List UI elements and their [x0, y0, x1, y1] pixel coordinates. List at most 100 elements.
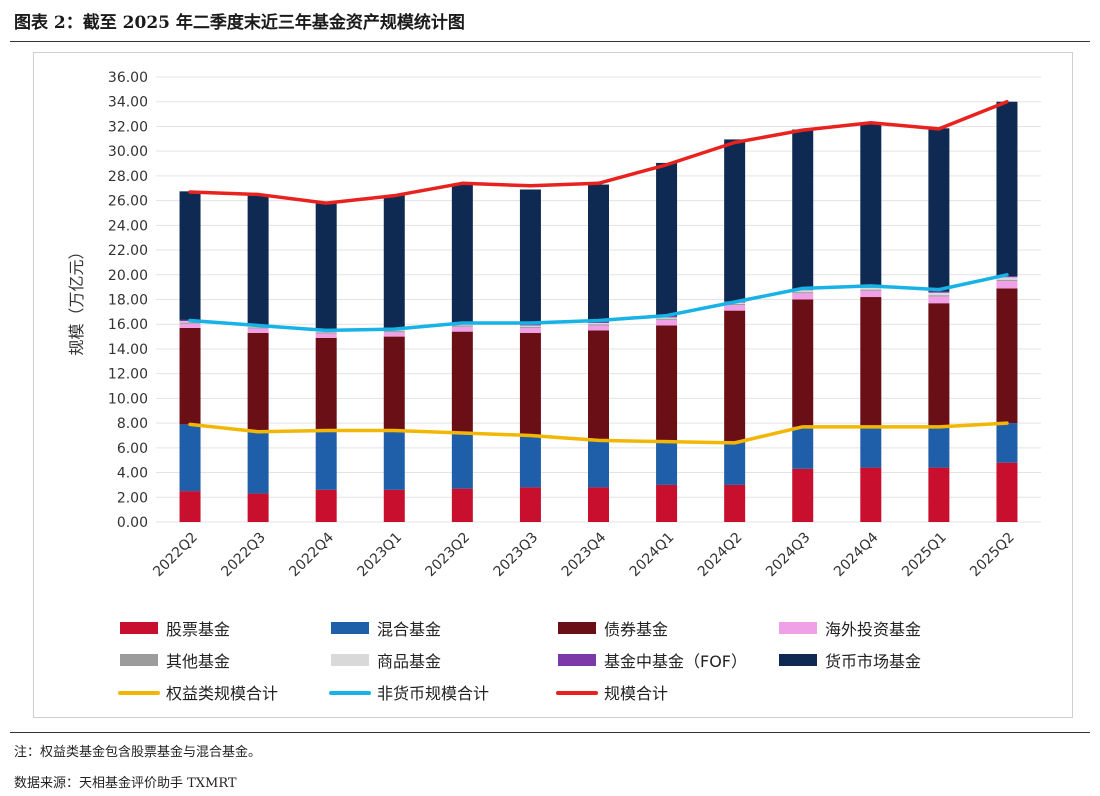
bar-segment [860, 290, 882, 298]
bar-segment [996, 462, 1018, 522]
bar-segment [519, 326, 541, 328]
bar-segment [996, 279, 1018, 281]
legend-label: 货币市场基金 [825, 652, 921, 671]
bar-segment [656, 162, 678, 317]
bar-segment [451, 326, 473, 332]
legend-swatch [120, 622, 158, 634]
x-tick-label: 2024Q4 [831, 529, 882, 580]
bar-segment [588, 324, 609, 326]
series-line [188, 273, 1009, 333]
data-source: 数据来源：天相基金评价助手 TXMRT [14, 776, 237, 791]
bar-segment [519, 332, 541, 436]
legend-label: 股票基金 [166, 620, 230, 639]
y-tick-label: 32.00 [108, 119, 148, 135]
bar-segment [383, 195, 405, 329]
bar-segment [383, 332, 405, 337]
legend-swatch [779, 622, 817, 634]
legend-swatch [331, 622, 369, 634]
bar-segment [656, 441, 678, 485]
bar-segment [315, 337, 337, 431]
legend-swatch [331, 654, 369, 666]
bar-segment [724, 484, 746, 522]
bar-segment [383, 336, 405, 431]
bar-segment [724, 303, 746, 306]
bar-segment [656, 484, 678, 522]
bar-segment [792, 129, 814, 289]
bar-segment [451, 325, 473, 327]
bar-segment [928, 291, 950, 293]
bar-segment [656, 319, 678, 326]
bar-segment [451, 433, 473, 489]
y-tick-label: 0.00 [117, 515, 148, 531]
bar-segment [451, 488, 473, 522]
y-tick-label: 2.00 [117, 490, 148, 506]
chart-svg: 0.00 2.00 4.00 6.00 8.00 10.00 12.00 14.00 16.00… [67, 70, 1041, 703]
bar-segment [519, 327, 541, 333]
legend-label: 非货币规模合计 [377, 684, 489, 703]
legend-swatch [558, 654, 596, 666]
bar-segment [860, 467, 882, 522]
bar-segment [179, 424, 201, 492]
title-divider [10, 41, 1090, 42]
y-tick-label: 14.00 [108, 342, 148, 358]
bar-segment [928, 296, 950, 304]
x-tick-label: 2022Q3 [218, 530, 269, 581]
bar-segment [724, 442, 746, 485]
footer-divider [10, 732, 1090, 733]
bar-segment [247, 431, 269, 494]
legend-swatch [558, 622, 596, 634]
bar-segment [315, 333, 337, 338]
bar-segment [519, 189, 541, 325]
legend-swatch [120, 654, 158, 666]
x-tick-label: 2022Q4 [286, 529, 337, 580]
y-tick-label: 30.00 [108, 144, 148, 160]
legend-swatch [779, 654, 817, 666]
y-tick-label: 24.00 [108, 218, 148, 234]
series-line [188, 421, 1009, 445]
x-tick-label: 2024Q3 [763, 530, 814, 581]
bar-segment [451, 184, 473, 323]
bar-segment [451, 331, 473, 433]
y-tick-label: 6.00 [117, 441, 148, 457]
legend-label: 混合基金 [377, 620, 441, 639]
y-tick-label: 34.00 [108, 95, 148, 111]
legend-label: 海外投资基金 [825, 620, 921, 639]
y-axis-title: 规模（万亿元） [67, 243, 86, 355]
bar-segment [996, 423, 1018, 463]
bar-segment [792, 290, 814, 293]
bar-segment [179, 323, 201, 328]
legend-label: 规模合计 [604, 684, 668, 703]
series-line [188, 99, 1009, 205]
legend-label: 商品基金 [377, 652, 441, 671]
bar-segment [451, 324, 473, 326]
bar-segment [588, 322, 609, 325]
y-tick-label: 10.00 [108, 391, 148, 407]
bar-segment [860, 426, 882, 468]
bar-segment [247, 195, 269, 325]
y-tick-label: 22.00 [108, 243, 148, 259]
y-tick-label: 16.00 [108, 317, 148, 333]
x-tick-label: 2023Q3 [491, 530, 542, 581]
bar-segment [724, 310, 746, 443]
legend-label: 权益类规模合计 [166, 684, 278, 703]
bar-segment [588, 330, 609, 441]
y-tick-label: 18.00 [108, 293, 148, 309]
bar-segment [519, 324, 541, 326]
bar-segment [792, 292, 814, 294]
legend-label: 其他基金 [166, 652, 230, 671]
bar-segment [179, 191, 201, 320]
y-tick-label: 26.00 [108, 194, 148, 210]
bar-segment [928, 128, 950, 292]
bar-segment [996, 280, 1018, 289]
y-tick-label: 8.00 [117, 416, 148, 432]
bar-segment [928, 292, 950, 296]
bar-segment [860, 123, 882, 287]
bar-segment [928, 303, 950, 427]
bar-segment [860, 297, 882, 427]
chart-frame: 0.00 2.00 4.00 6.00 8.00 10.00 12.00 14.00 16.00… [33, 52, 1073, 718]
x-tick-label: 2023Q2 [423, 530, 474, 581]
x-tick-label: 2023Q4 [559, 529, 610, 580]
bar-segment [315, 332, 337, 334]
x-tick-label: 2024Q2 [695, 530, 746, 581]
bar-segment [792, 426, 814, 469]
